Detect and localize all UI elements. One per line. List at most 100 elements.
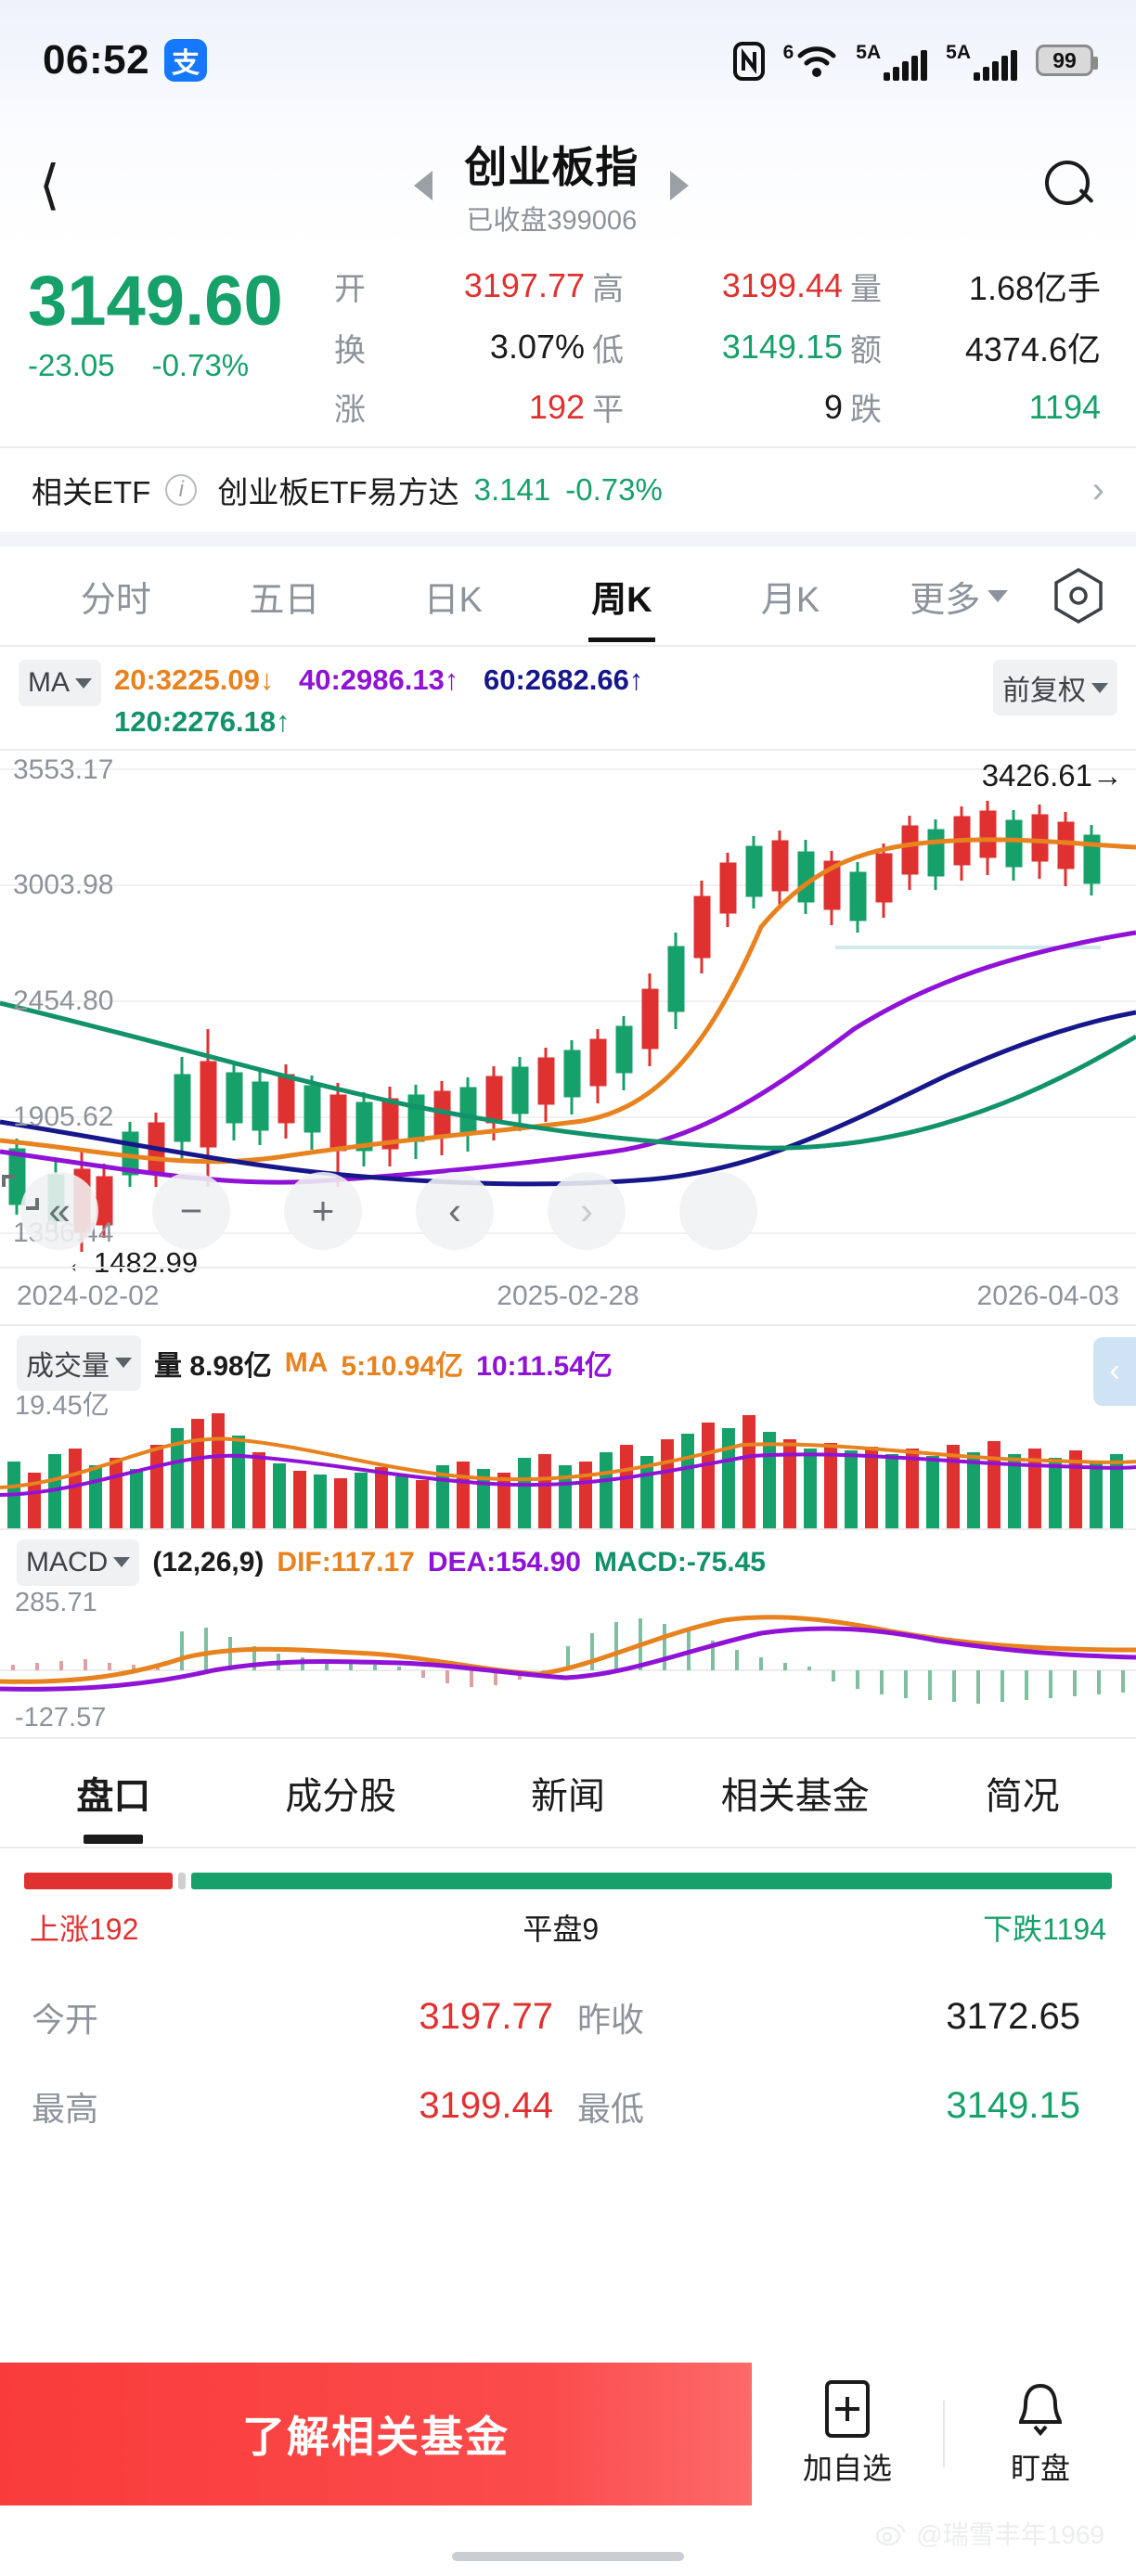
price-alert-label: 盯盘 [1010,2452,1070,2485]
add-to-watchlist-button[interactable]: 加自选 [752,2380,943,2488]
fullscreen-icon[interactable] [2,1171,757,1250]
status-bar: 06:52 支 6 5A 5A 99 [0,0,1136,121]
market-breadth: 上涨192 平盘9 下跌1194 [0,1848,1136,1949]
price-change-percent: -0.73% [151,348,250,383]
quote-value-high: 3199.44 [721,266,843,304]
ma-values: 20:3225.09↓ 40:2986.13↑ 60:2682.66↑ 120:… [114,660,980,743]
tab-intraday[interactable]: 分时 [80,580,151,620]
hexagon-settings-icon[interactable] [1052,567,1104,625]
weibo-icon [876,2523,906,2545]
ma120-value: 120:2276.18↑ [114,704,290,738]
chart-low-annotation: ←1482.99 [65,1245,199,1279]
ma20-value: 20:3225.09↓ [114,663,275,696]
quote-value-low: 3149.15 [721,328,843,366]
related-etf-name: 创业板ETF易方达 [217,475,459,509]
info-icon[interactable]: i [165,474,198,506]
macd-indicator-selector[interactable]: MACD [17,1539,140,1586]
home-indicator [452,2552,684,2561]
breadth-flat-segment [178,1872,187,1889]
breadth-down-label: 下跌1194 [983,1912,1106,1946]
x-axis-tick-1: 2024-02-02 [17,1280,160,1311]
related-etf-change: -0.73% [565,472,663,507]
x-axis-tick-3: 2026-04-03 [976,1280,1119,1311]
tab-order-book[interactable]: 盘口 [0,1766,227,1820]
volume-ma-prefix: MA [284,1346,329,1378]
breadth-labels: 上涨192 平盘9 下跌1194 [24,1906,1112,1949]
stat-label-low: 最低 [577,2089,645,2128]
network-type-label-1: 5A [856,42,882,63]
ma120-line [0,1000,1136,1151]
watermark-text: @瑞雪丰年1969 [916,2520,1104,2549]
wifi-icon: 6 [783,40,838,81]
ma-selector[interactable]: MA [19,660,101,706]
macd-scale-bottom: -127.57 [15,1702,107,1732]
table-row: 最高 3199.44 最低 3149.15 [32,2062,1104,2151]
wifi-generation-label: 6 [782,42,794,63]
learn-related-funds-button[interactable]: 了解相关基金 [0,2363,752,2505]
ma40-value: 40:2986.13↑ [299,663,459,696]
tab-monthly-k[interactable]: 月K [760,580,820,620]
chevron-left-icon[interactable]: ‹ [416,1171,494,1250]
search-icon[interactable] [1043,159,1097,213]
plus-icon[interactable]: + [284,1171,362,1250]
volume-value: 量 8.98亿 [154,1350,272,1382]
volume-indicator-selector[interactable]: 成交量 [17,1334,141,1391]
stat-label-today-open: 今开 [32,2000,99,2039]
header-center: 创业板指 已收盘399006 [60,134,1043,238]
quote-label-open: 开 [334,271,366,307]
quote-label-amount: 额 [850,332,882,368]
chart-period-tabs: 分时 五日 日K 周K 月K 更多 [0,547,1136,645]
price-alert-button[interactable]: 盯盘 [945,2380,1136,2488]
chevron-right-icon[interactable]: › [548,1171,626,1250]
section-gap [0,532,1136,547]
quote-panel: 3149.60 -23.05 -0.73% 开 3197.77 高 3199.4… [0,251,1136,446]
quote-value-advancers: 192 [528,387,585,426]
adjustment-label: 前复权 [1002,676,1086,706]
minus-icon[interactable]: − [152,1171,230,1250]
double-chevron-left-icon[interactable]: « [20,1171,98,1250]
breadth-bar [24,1872,1112,1889]
chevron-right-icon[interactable]: › [1091,469,1104,510]
back-chevron-icon[interactable]: ⟨ [39,155,60,215]
network-type-label-2: 5A [946,42,971,63]
status-bar-left: 06:52 支 [43,37,208,84]
chart-high-annotation: 3426.61→ [981,757,1123,792]
tab-more[interactable]: 更多 [874,571,1043,622]
signal-icon-sim2: 5A [946,40,1017,81]
breadth-up-label: 上涨192 [30,1912,139,1946]
macd-panel[interactable]: MACD (12,26,9) DIF:117.17 DEA:154.90 MAC… [0,1527,1136,1737]
breadth-down-segment [191,1872,1112,1889]
tab-news[interactable]: 新闻 [530,1775,605,1817]
tab-constituents[interactable]: 成分股 [285,1775,397,1817]
bottom-action-bar: 了解相关基金 加自选 盯盘 [0,2363,1136,2505]
prev-triangle-icon[interactable] [414,171,433,200]
tab-overview[interactable]: 简况 [985,1775,1060,1817]
y-axis-tick-2: 3003.98 [13,869,114,900]
next-triangle-icon[interactable] [670,171,690,200]
y-axis-tick-3: 2454.80 [13,985,114,1016]
macd-value: MACD:-75.45 [593,1546,766,1578]
tab-five-day[interactable]: 五日 [249,580,320,620]
chevron-down-icon [115,1358,132,1369]
volume-panel-header: 成交量 量 8.98亿 MA 5:10.94亿 10:11.54亿 [0,1326,1136,1393]
tab-daily-k[interactable]: 日K [423,580,483,620]
quote-value-open: 3197.77 [463,266,585,304]
tab-related-funds[interactable]: 相关基金 [720,1775,870,1817]
chart-expand-side-button[interactable]: ‹ [1093,1336,1136,1406]
price-chart[interactable]: 3553.17 3003.98 2454.80 1905.62 1356.44 … [0,748,1136,1324]
divider [0,645,1136,647]
volume-panel[interactable]: 成交量 量 8.98亿 MA 5:10.94亿 10:11.54亿 19.45亿… [0,1323,1136,1528]
volume-selector-label: 成交量 [26,1350,110,1382]
macd-dif: DIF:117.17 [277,1546,415,1578]
related-etf-row[interactable]: 相关ETF i 创业板ETF易方达 3.141 -0.73% › [0,448,1136,532]
tab-weekly-k[interactable]: 周K [537,571,706,622]
chevron-down-icon [75,677,92,689]
battery-icon: 99 [1036,45,1098,76]
quote-change-row: -23.05 -0.73% [28,348,334,383]
adjustment-selector[interactable]: 前复权 [993,660,1117,715]
status-time: 06:52 [43,37,150,83]
stat-label-prev-close: 昨收 [577,2000,645,2039]
related-etf-price: 3.141 [473,472,551,507]
chevron-down-icon [1091,682,1108,693]
volume-ma10: 10:11.54亿 [476,1350,613,1382]
